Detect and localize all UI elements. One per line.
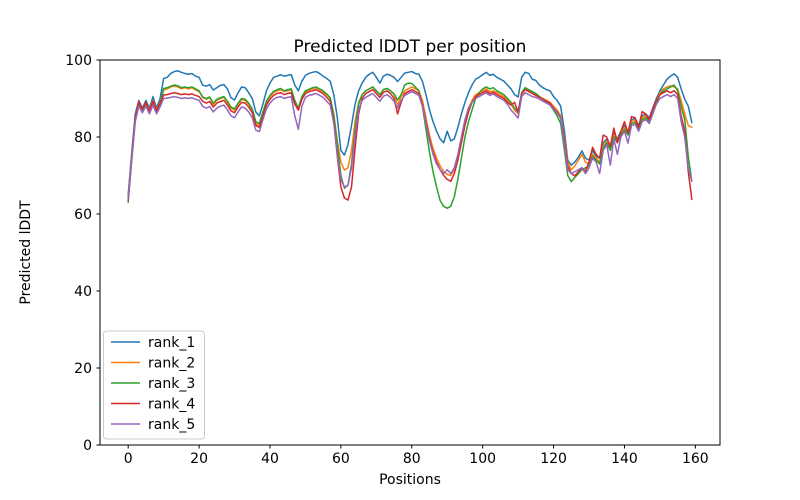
legend-item: rank_2: [111, 356, 195, 372]
x-tick-label: 40: [261, 451, 279, 467]
y-axis-label: Predicted lDDT: [18, 200, 34, 305]
y-tick-label: 0: [83, 438, 92, 454]
legend-frame: [103, 330, 205, 440]
y-tick-label: 40: [74, 284, 92, 300]
x-tick-label: 60: [332, 451, 350, 467]
x-tick-label: 20: [190, 451, 208, 467]
legend-item: rank_1: [111, 335, 195, 351]
legend-item: rank_3: [111, 376, 195, 392]
x-tick-label: 140: [611, 451, 638, 467]
x-tick-label: 100: [469, 451, 496, 467]
legend-label-rank-5: rank_5: [148, 417, 195, 433]
series-line-rank_4: [127, 88, 693, 202]
y-tick-label: 20: [74, 361, 92, 377]
legend-label-rank-3: rank_3: [148, 376, 195, 392]
legend-item: rank_4: [111, 397, 195, 413]
legend-label-rank-4: rank_4: [148, 397, 195, 413]
x-tick-label: 120: [540, 451, 567, 467]
legend: rank_1 rank_2 rank_3 rank_4 rank_5: [103, 330, 205, 440]
x-tick-label: 0: [124, 451, 133, 467]
y-tick-label: 60: [74, 207, 92, 223]
series-line-rank_5: [127, 90, 693, 200]
legend-label-rank-2: rank_2: [148, 356, 195, 372]
x-tick-label: 80: [403, 451, 421, 467]
x-axis-label: Positions: [379, 472, 441, 488]
series-line-rank_3: [127, 82, 693, 209]
legend-label-rank-1: rank_1: [148, 335, 195, 351]
axes-spines: [99, 59, 721, 446]
y-axis: 0 20 40 60 80 100: [65, 53, 100, 454]
series-lines: [127, 70, 693, 209]
x-axis: 0 20 40 60 80 100 120 140 160: [124, 445, 709, 467]
chart-title: Predicted lDDT per position: [294, 37, 527, 57]
y-tick-label: 100: [65, 53, 92, 69]
x-tick-label: 160: [682, 451, 709, 467]
y-tick-label: 80: [74, 130, 92, 146]
legend-item: rank_5: [111, 417, 195, 433]
